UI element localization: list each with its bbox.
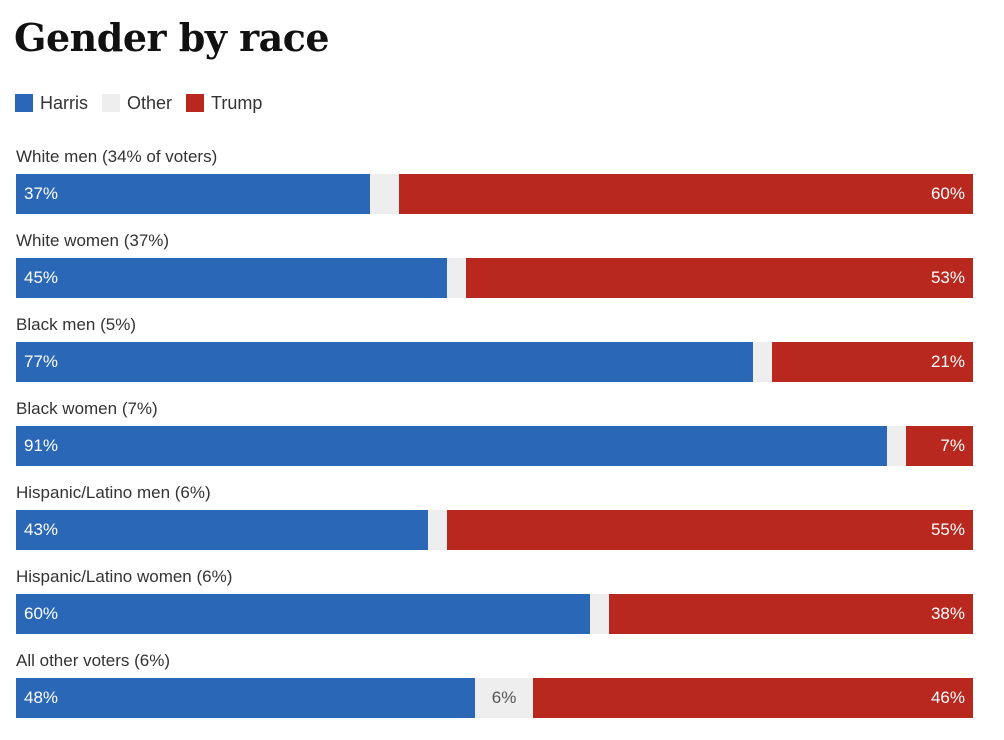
category-label: Hispanic/Latino men (6%) (16, 483, 211, 502)
stacked-bar: 48% 6% 46% (16, 678, 973, 718)
data-label-harris: 37% (24, 184, 59, 203)
stacked-bar: 37% 60% (16, 174, 973, 214)
data-label-harris: 48% (24, 688, 59, 707)
bar-row: Black women (7%) 91% 7% (16, 395, 973, 479)
category-label: Black women (7%) (16, 399, 158, 418)
legend-label-trump: Trump (211, 92, 263, 113)
bar-row: All other voters (6%) 48% 6% 46% (16, 647, 973, 731)
bar-segment-trump: 38% (609, 594, 973, 634)
bar-segment-harris: 43% (16, 510, 428, 550)
data-label-trump: 53% (930, 268, 965, 287)
data-label-trump: 7% (940, 436, 965, 455)
bar-segment-trump: 46% (532, 678, 973, 718)
bar-segment-harris: 45% (16, 258, 447, 298)
data-label-harris: 91% (24, 436, 59, 455)
bar-segment-trump: 60% (398, 174, 973, 214)
bar-segment-trump: 7% (905, 426, 973, 466)
bar-segment-harris: 91% (16, 426, 887, 466)
legend-swatch-other (102, 94, 120, 112)
bar-row: Black men (5%) 77% 21% (16, 311, 973, 395)
bar-segment-harris: 77% (16, 342, 753, 382)
bar-segment-other (886, 426, 906, 466)
legend-item-other: Other (102, 93, 172, 114)
legend-label-other: Other (127, 92, 173, 113)
bar-segment-other (370, 174, 399, 214)
legend-swatch-harris (15, 94, 33, 112)
data-label-trump: 55% (930, 520, 965, 539)
bar-segment-harris: 60% (16, 594, 591, 634)
data-label-trump: 60% (930, 184, 965, 203)
bar-segment-other (446, 258, 466, 298)
data-label-harris: 77% (24, 352, 59, 371)
bar-row: White women (37%) 45% 53% (16, 227, 973, 311)
bar-segment-other (590, 594, 610, 634)
data-label-harris: 45% (24, 268, 59, 287)
bar-row: Hispanic/Latino men (6%) 43% 55% (16, 479, 973, 563)
category-label: White women (37%) (16, 231, 170, 250)
bar-row: Hispanic/Latino women (6%) 60% 38% (16, 563, 973, 647)
legend-label-harris: Harris (40, 92, 88, 113)
stacked-bar: 77% 21% (16, 342, 973, 382)
data-label-trump: 38% (930, 604, 965, 623)
bar-rows: White men (34% of voters) 37% 60% White wom… (16, 143, 973, 731)
category-label: White men (34% of voters) (16, 147, 218, 166)
data-label-other: 6% (491, 688, 517, 707)
bar-row: White men (34% of voters) 37% 60% (16, 143, 973, 227)
data-label-harris: 60% (24, 604, 59, 623)
stacked-bar: 43% 55% (16, 510, 973, 550)
legend-swatch-trump (186, 94, 205, 112)
legend: Harris Other Trump (15, 91, 276, 115)
category-label: All other voters (6%) (16, 651, 170, 670)
legend-item-trump: Trump (186, 93, 262, 114)
bar-segment-harris: 37% (16, 174, 371, 214)
bar-segment-other (427, 510, 447, 550)
legend-item-harris: Harris (15, 93, 88, 114)
stacked-bar: 45% 53% (16, 258, 973, 298)
bar-segment-trump: 21% (772, 342, 973, 382)
data-label-trump: 46% (930, 688, 965, 707)
data-label-harris: 43% (24, 520, 59, 539)
bar-segment-trump: 53% (465, 258, 973, 298)
bar-segment-trump: 55% (446, 510, 973, 550)
category-label: Black men (5%) (16, 315, 136, 334)
bar-segment-other (752, 342, 772, 382)
data-label-trump: 21% (930, 352, 965, 371)
bar-segment-other: 6% (475, 678, 533, 718)
stacked-bar: 60% 38% (16, 594, 973, 634)
chart-title: Gender by race (14, 15, 330, 60)
stacked-bar: 91% 7% (16, 426, 973, 466)
bar-segment-harris: 48% (16, 678, 476, 718)
category-label: Hispanic/Latino women (6%) (16, 567, 233, 586)
